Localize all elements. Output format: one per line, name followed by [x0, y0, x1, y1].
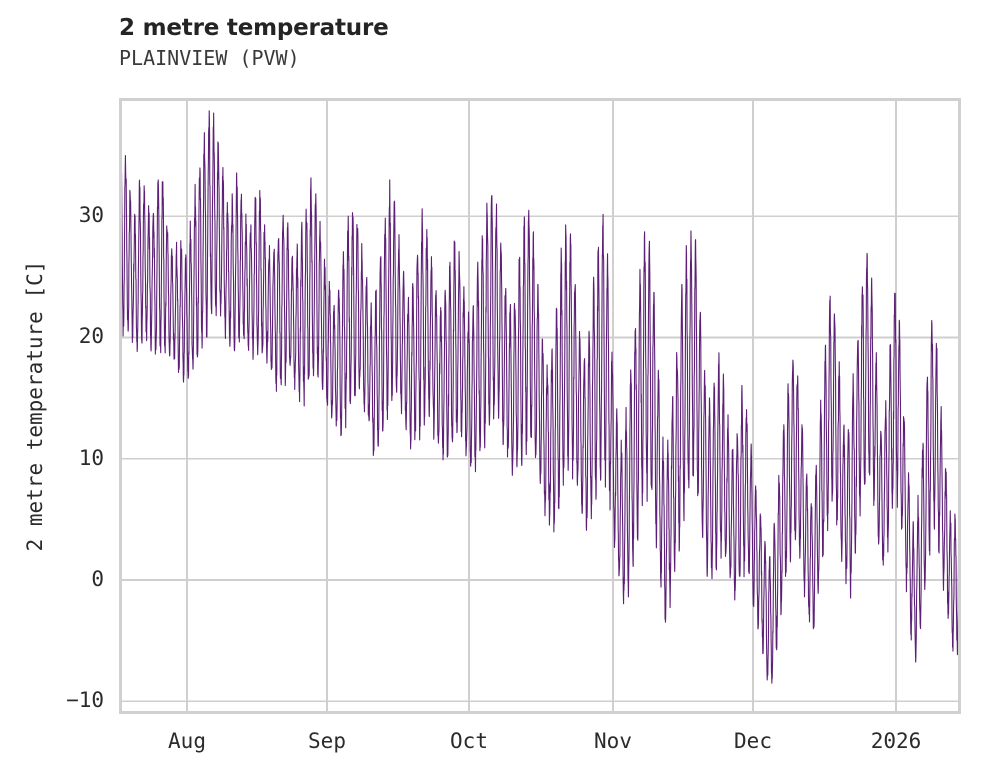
x-axis-tick-label: 2026 — [870, 729, 922, 753]
x-axis-tick-label: Aug — [168, 729, 206, 753]
page-title: 2 metre temperature — [119, 15, 389, 41]
title-block: 2 metre temperature PLAINVIEW (PVW) — [119, 14, 819, 71]
plot-area — [119, 98, 961, 714]
y-axis-tick-label: −10 — [66, 688, 104, 713]
y-axis-tick-layer: −10 0 10 20 30 — [34, 0, 104, 782]
y-axis-tick-label: 20 — [78, 324, 104, 349]
y-axis-tick-label: 0 — [91, 567, 104, 592]
series-line — [122, 110, 958, 684]
y-axis-tick-label: 30 — [78, 203, 104, 228]
temperature-series — [122, 110, 958, 684]
x-axis-tick-label: Oct — [450, 729, 488, 753]
y-axis-tick-label: 10 — [78, 445, 104, 470]
x-axis-tick-label: Sep — [308, 729, 346, 753]
x-axis-tick-label: Dec — [734, 729, 772, 753]
chart-subtitle: PLAINVIEW (PVW) — [119, 46, 300, 70]
x-axis-tick-label: Nov — [594, 729, 632, 753]
plot-inner — [122, 101, 958, 711]
